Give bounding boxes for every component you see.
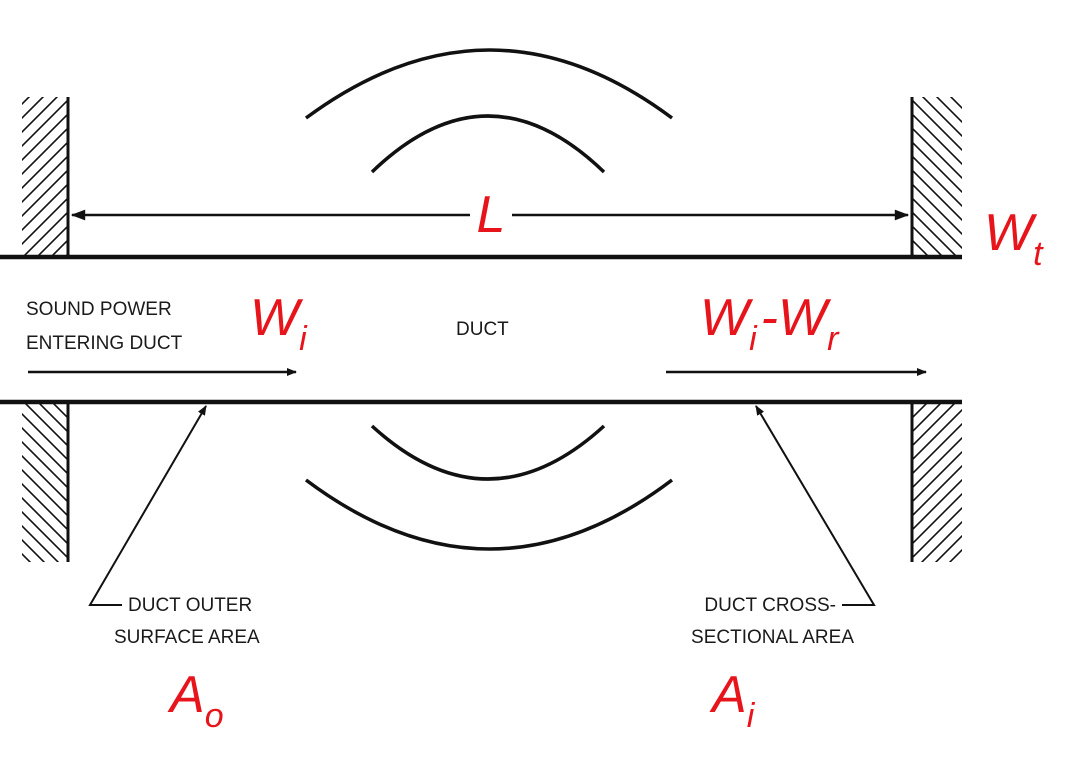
outer-area-leader bbox=[88, 405, 207, 606]
cross-area-leader bbox=[755, 405, 876, 606]
wave-top-outer bbox=[304, 48, 674, 120]
sound-power-label: SOUND POWER bbox=[26, 299, 172, 320]
cross-area-label-line2: SECTIONAL AREA bbox=[691, 627, 854, 648]
wave-bottom-inner bbox=[370, 424, 606, 481]
entering-duct-label: ENTERING DUCT bbox=[26, 333, 183, 354]
cross-area-symbol: Ai bbox=[709, 666, 756, 735]
wave-top-inner bbox=[370, 114, 606, 174]
length-symbol: L bbox=[477, 186, 506, 244]
outer-area-label-line2: SURFACE AREA bbox=[114, 627, 260, 648]
wall-top-right bbox=[910, 97, 962, 257]
cross-area-label-line1: DUCT CROSS- bbox=[704, 595, 836, 616]
wall-bottom-right bbox=[910, 402, 962, 562]
wall-bottom-left bbox=[22, 402, 70, 562]
duct-label: DUCT bbox=[456, 319, 509, 340]
outer-area-label-line1: DUCT OUTER bbox=[128, 595, 252, 616]
net-power-symbol: Wi-Wr bbox=[700, 289, 840, 358]
wave-bottom-outer bbox=[304, 478, 674, 551]
transmitted-power-symbol: Wt bbox=[984, 204, 1044, 273]
wall-top-left bbox=[22, 97, 70, 257]
outer-area-symbol: Ao bbox=[167, 666, 224, 735]
incident-power-symbol: Wi bbox=[250, 289, 308, 358]
